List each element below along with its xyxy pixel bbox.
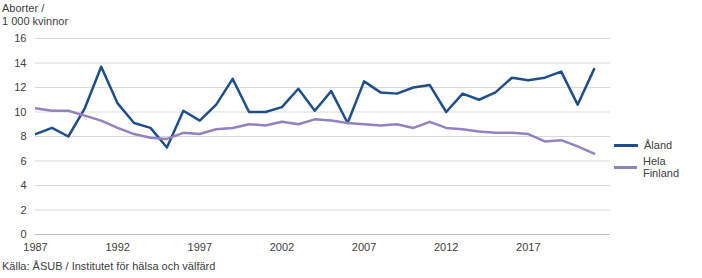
svg-text:2007: 2007 <box>352 241 376 253</box>
svg-text:14: 14 <box>14 57 26 69</box>
html-text:Hela Finland: Hela Finland <box>643 155 679 179</box>
svg-text:6: 6 <box>20 155 26 167</box>
svg-text:2012: 2012 <box>434 241 458 253</box>
svg-text:0: 0 <box>20 228 26 240</box>
html-text:Källa: ÅSUB / Institutet för h: Källa: ÅSUB / Institutet för hälsa och v… <box>2 260 216 272</box>
svg-text:1992: 1992 <box>105 241 129 253</box>
svg-text:4: 4 <box>20 179 26 191</box>
svg-text:12: 12 <box>14 81 26 93</box>
html-text:Aborter / 1 000 kvinnor: Aborter / 1 000 kvinnor <box>2 2 68 27</box>
svg-text:1997: 1997 <box>188 241 212 253</box>
svg-text:1987: 1987 <box>23 241 47 253</box>
html-text:Åland: Åland <box>644 139 673 151</box>
svg-text:10: 10 <box>14 106 26 118</box>
svg-text:2: 2 <box>20 204 26 216</box>
svg-text:2017: 2017 <box>516 241 540 253</box>
svg-text:2002: 2002 <box>270 241 294 253</box>
svg-text:8: 8 <box>20 130 26 142</box>
svg-text:16: 16 <box>14 32 26 44</box>
